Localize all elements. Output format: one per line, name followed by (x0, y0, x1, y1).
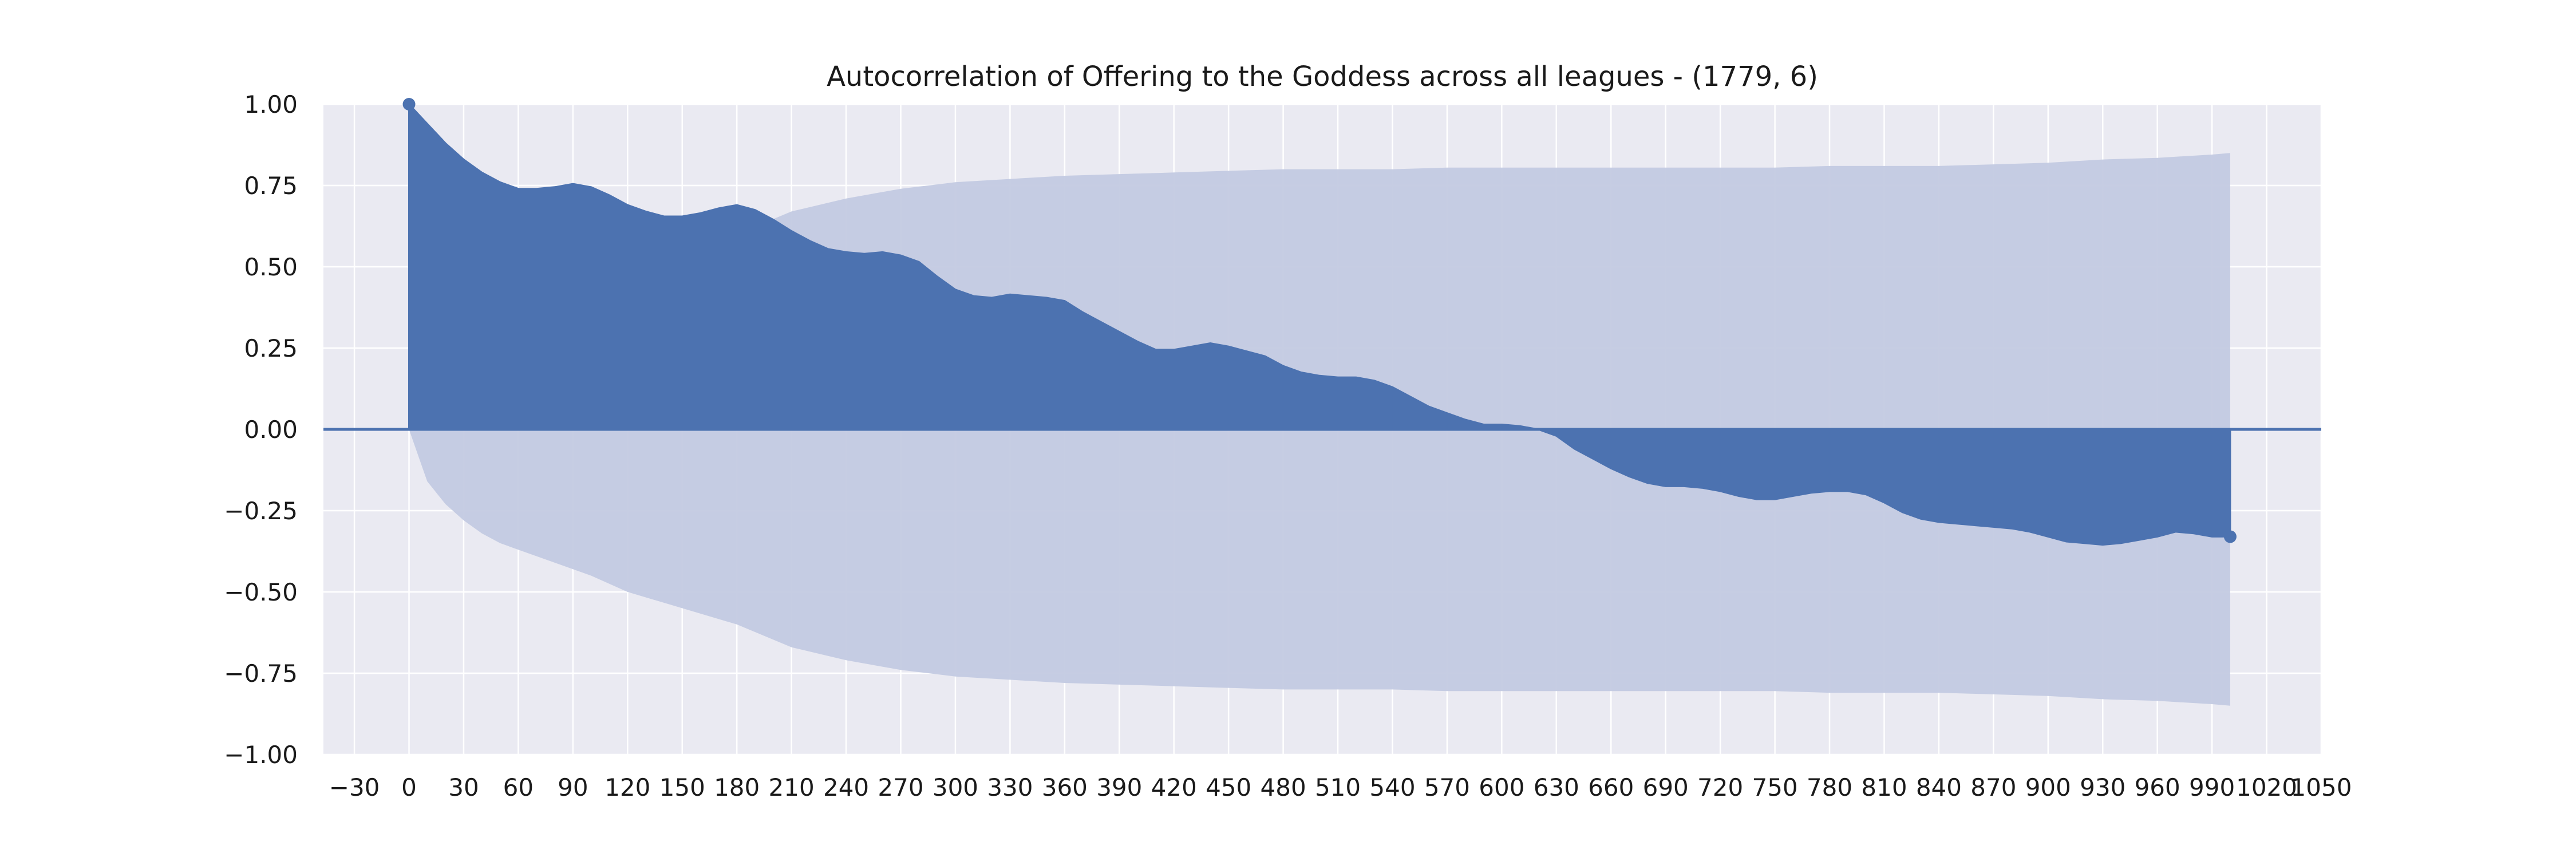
x-tick-label: 960 (2135, 773, 2180, 801)
x-tick-label: 270 (878, 773, 923, 801)
x-tick-label: 150 (659, 773, 705, 801)
y-tick-label: −0.75 (224, 659, 298, 688)
acf-marker (2223, 530, 2237, 543)
x-tick-label: 750 (1752, 773, 1797, 801)
y-tick-label: 0.50 (244, 253, 298, 281)
x-tick-label: 540 (1369, 773, 1415, 801)
autocorrelation-layer (323, 98, 2321, 546)
y-tick-label: −1.00 (224, 741, 298, 769)
x-tick-label: 450 (1206, 773, 1251, 801)
x-tick-label: 570 (1424, 773, 1470, 801)
y-tick-label: 0.00 (244, 416, 298, 444)
x-tick-label: 210 (769, 773, 815, 801)
x-tick-label: 990 (2189, 773, 2235, 801)
x-tick-label: 840 (1916, 773, 1962, 801)
x-tick-label: 690 (1643, 773, 1689, 801)
x-tick-label: 1020 (2236, 773, 2297, 801)
acf-marker (402, 98, 416, 110)
y-tick-label: 0.75 (244, 172, 298, 200)
x-tick-label: 360 (1042, 773, 1088, 801)
x-tick-label: 330 (987, 773, 1033, 801)
x-tick-label: 630 (1534, 773, 1579, 801)
tick-labels: −30 0 30 60 90 120 150 180 210 240 270 300 330 360 390… (224, 90, 2352, 801)
x-tick-label: 240 (823, 773, 869, 801)
x-tick-label: 180 (714, 773, 760, 801)
x-tick-label: 900 (2025, 773, 2071, 801)
x-tick-label: 510 (1315, 773, 1361, 801)
x-tick-label: 90 (558, 773, 588, 801)
x-tick-label: 870 (1970, 773, 2016, 801)
y-tick-label: −0.50 (224, 578, 298, 606)
x-tick-label: 1050 (2291, 773, 2352, 801)
x-tick-label: −30 (329, 773, 380, 801)
acf-area (408, 102, 2231, 546)
x-tick-label: 720 (1697, 773, 1743, 801)
x-tick-label: 60 (503, 773, 534, 801)
x-tick-label: 420 (1151, 773, 1197, 801)
x-tick-label: 660 (1588, 773, 1634, 801)
y-tick-label: 1.00 (244, 90, 298, 119)
x-tick-label: 300 (933, 773, 978, 801)
chart-title: Autocorrelation of Offering to the Godde… (827, 61, 1818, 93)
x-tick-label: 780 (1807, 773, 1852, 801)
y-tick-label: 0.25 (244, 334, 298, 362)
x-tick-label: 930 (2080, 773, 2125, 801)
x-tick-label: 390 (1096, 773, 1142, 801)
x-tick-label: 30 (448, 773, 479, 801)
x-tick-label: 120 (605, 773, 650, 801)
x-tick-label: 0 (401, 773, 417, 801)
x-tick-label: 810 (1861, 773, 1907, 801)
x-tick-label: 480 (1261, 773, 1306, 801)
y-tick-label: −0.25 (224, 497, 298, 525)
x-tick-label: 600 (1479, 773, 1524, 801)
